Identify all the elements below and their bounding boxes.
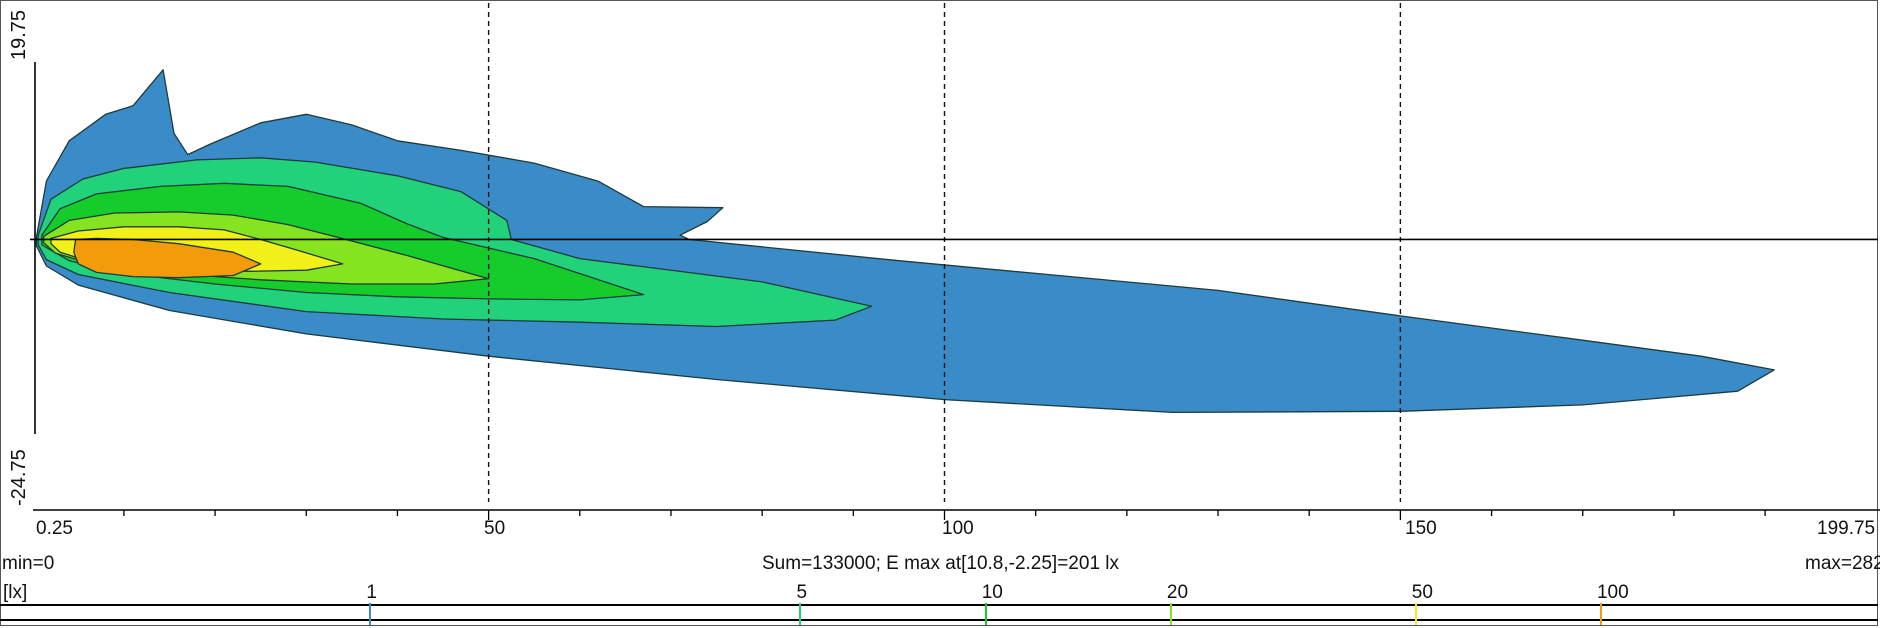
legend-level-label: 1 bbox=[366, 582, 377, 603]
y-tick-bottom: -24.75 bbox=[8, 449, 30, 506]
x-tick-label: 100 bbox=[942, 518, 974, 539]
max-label: max=282 bbox=[1805, 553, 1880, 574]
legend-tick bbox=[799, 603, 802, 625]
legend-unit-label: [lx] bbox=[3, 582, 28, 603]
legend-tick bbox=[1599, 603, 1602, 625]
axes bbox=[33, 62, 1880, 520]
x-tick-label: 199.75 bbox=[1817, 518, 1876, 539]
legend-level-label: 100 bbox=[1596, 582, 1629, 603]
legend-level-label: 5 bbox=[796, 582, 808, 603]
legend-level-label: 50 bbox=[1411, 582, 1433, 603]
summary-label: Sum=133000; E max at[10.8,-2.25]=201 lx bbox=[762, 553, 1120, 574]
contour-layers bbox=[35, 69, 1775, 414]
min-label: min=0 bbox=[2, 553, 55, 574]
legend-tick bbox=[369, 603, 372, 625]
legend-scale-bar bbox=[0, 604, 1878, 621]
x-tick-label: 150 bbox=[1405, 518, 1437, 539]
x-tick-label: 50 bbox=[484, 518, 506, 539]
legend-level-label: 20 bbox=[1166, 582, 1189, 603]
legend-tick bbox=[1414, 603, 1417, 625]
legend-tick bbox=[984, 603, 987, 625]
legend-level-label: 10 bbox=[981, 582, 1003, 603]
legend-tick bbox=[1169, 603, 1172, 625]
grid-lines bbox=[30, 3, 1878, 502]
y-tick-top: 19.75 bbox=[8, 9, 30, 60]
x-tick-label: 0.25 bbox=[36, 518, 73, 539]
